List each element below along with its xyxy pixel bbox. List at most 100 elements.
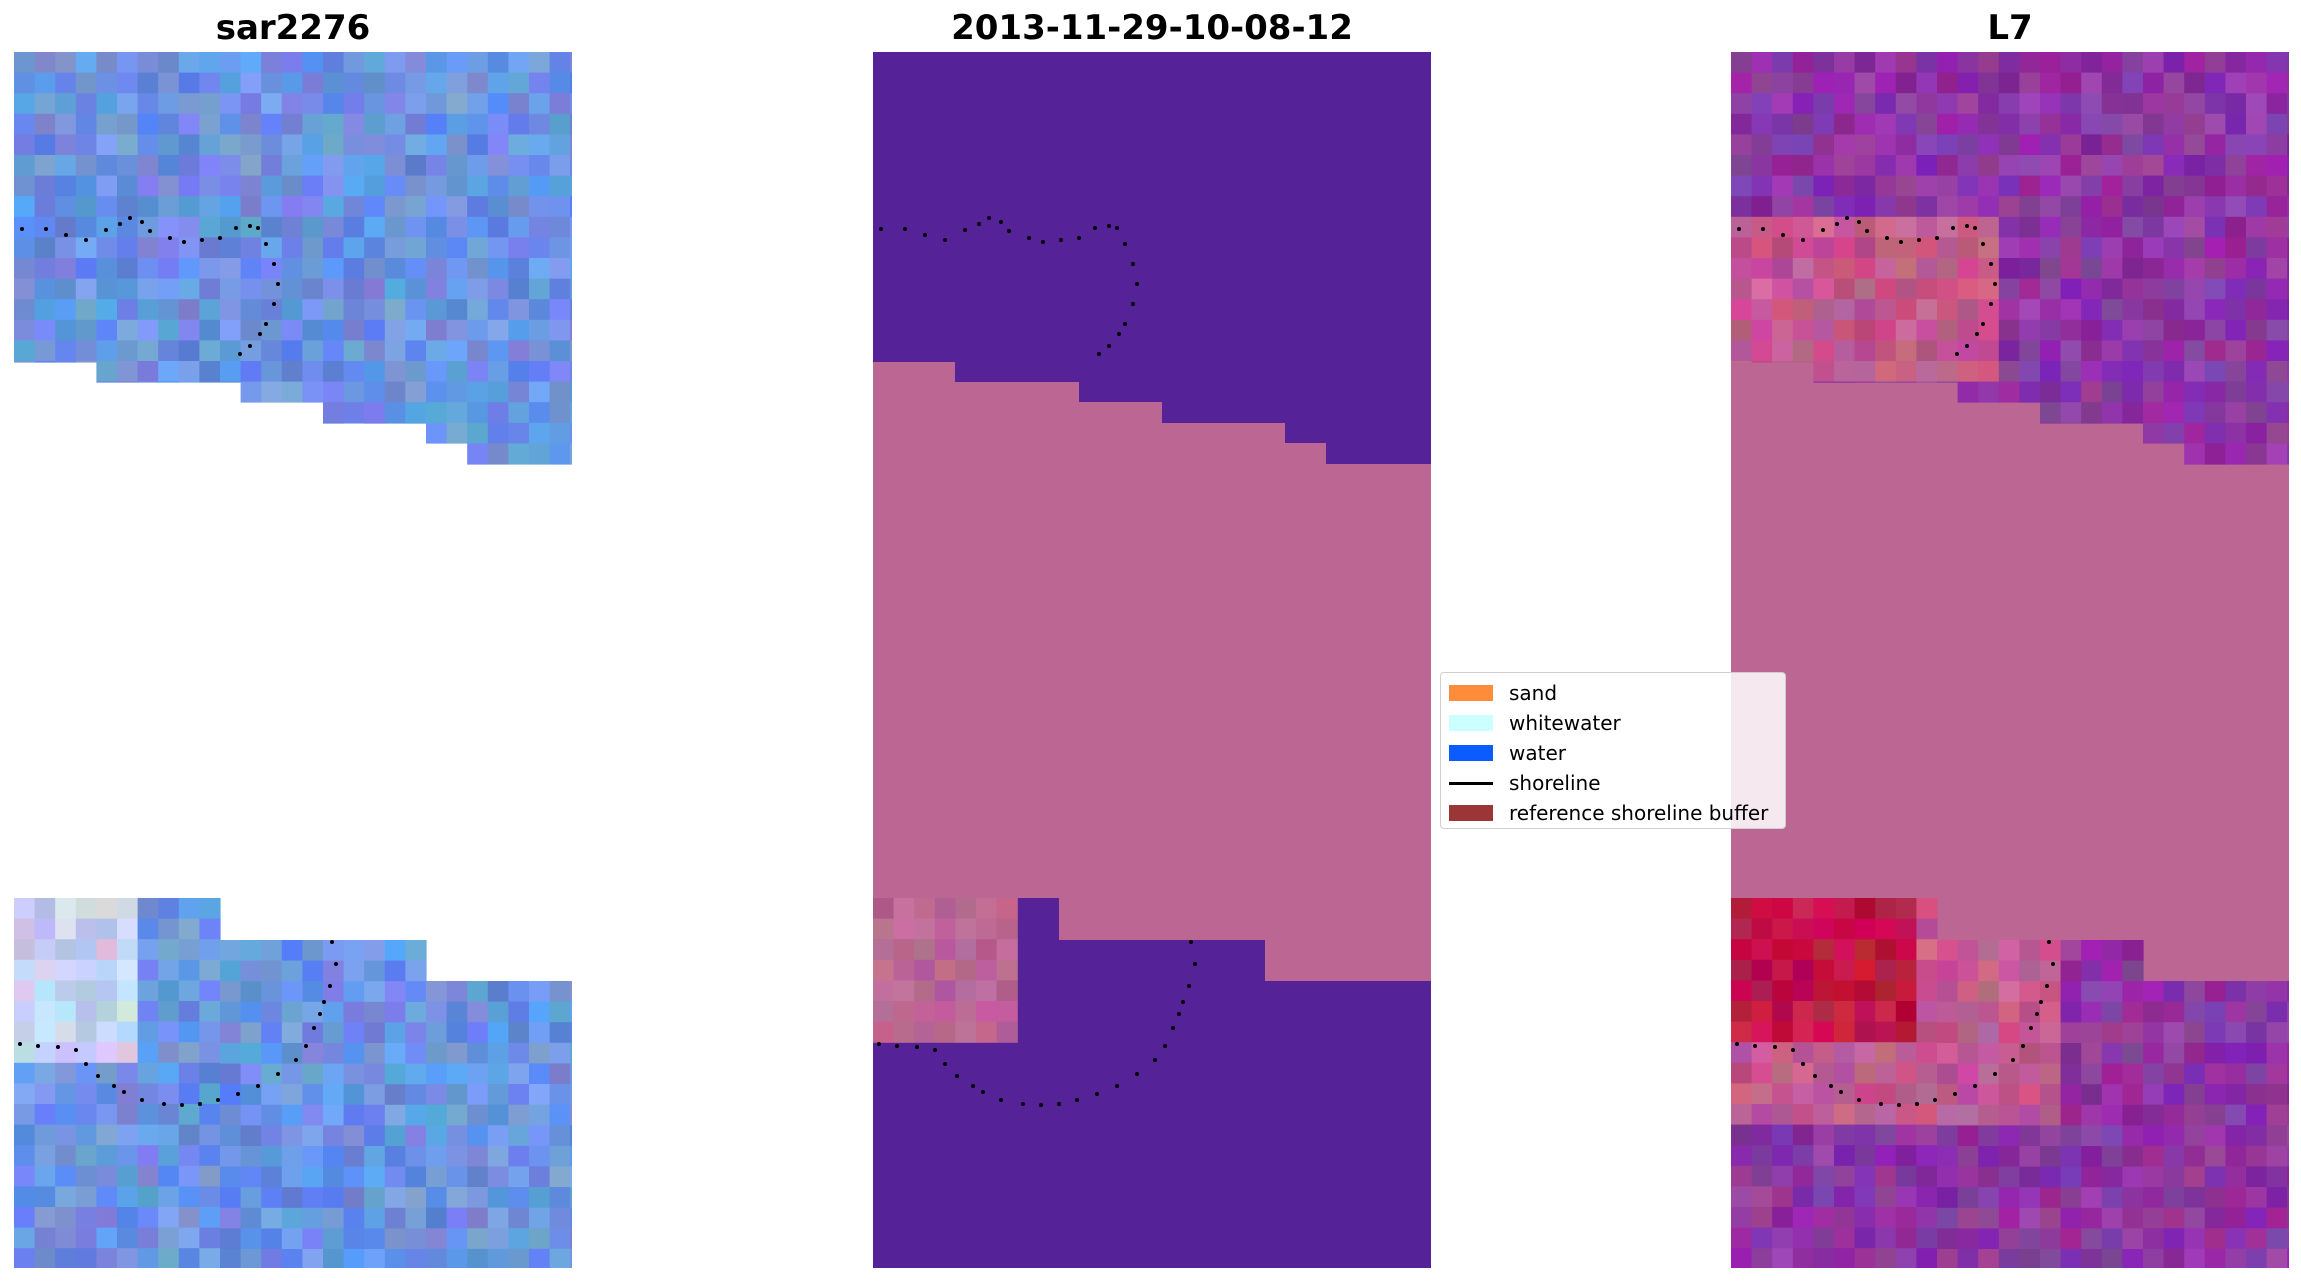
- overlay-pixel: [2204, 93, 2226, 115]
- rgb-pixel: [34, 196, 56, 218]
- rgb-pixel: [529, 155, 551, 177]
- rgb-pixel: [570, 381, 572, 403]
- overlay-pixel: [2060, 381, 2082, 403]
- overlay-pixel: [2060, 1249, 2082, 1268]
- overlay-pixel: [1854, 898, 1876, 920]
- sand-pixel: [955, 980, 977, 1002]
- overlay-pixel: [2040, 72, 2062, 94]
- sand-pixel: [893, 1021, 915, 1043]
- overlay-pixel: [2266, 1248, 2288, 1268]
- overlay-pixel: [2163, 93, 2185, 115]
- rgb-pixel: [405, 134, 427, 156]
- overlay-pixel: [2163, 134, 2185, 156]
- rgb-pixel: [446, 175, 468, 197]
- overlay-pixel: [1978, 361, 2000, 383]
- rgb-pixel: [158, 1083, 180, 1105]
- overlay-pixel: [2204, 1125, 2226, 1147]
- rgb-pixel: [240, 1063, 262, 1085]
- overlay-pixel: [1854, 980, 1876, 1002]
- overlay-pixel: [1834, 237, 1856, 259]
- overlay-pixel: [2040, 175, 2062, 197]
- rgb-pixel: [384, 1001, 406, 1023]
- rgb-pixel: [302, 278, 324, 300]
- rgb-pixel: [508, 52, 530, 74]
- rgb-pixel: [75, 340, 97, 362]
- overlay-pixel: [2143, 319, 2165, 341]
- classified-shoreline-dot: [1115, 226, 1119, 230]
- overlay-pixel: [1916, 319, 1938, 341]
- rgb-pixel: [508, 237, 530, 259]
- rgb-pixel: [487, 278, 509, 300]
- rgb-pixel: [158, 113, 180, 135]
- overlay-pixel: [2246, 113, 2268, 135]
- overlay-pixel: [2143, 216, 2165, 238]
- rgb-pixel: [281, 196, 303, 218]
- overlay-pixel: [2287, 1228, 2289, 1250]
- rgb-pixel: [323, 299, 345, 321]
- overlay-pixel: [2143, 299, 2165, 321]
- overlay-pixel: [1875, 1227, 1897, 1249]
- overlay-pixel: [2163, 361, 2185, 383]
- rgb-pixel: [14, 898, 36, 920]
- rgb-pixel: [240, 237, 262, 259]
- overlay-pixel: [2204, 319, 2226, 341]
- overlay-pixel: [2184, 1022, 2206, 1044]
- overlay-pixel: [1813, 1227, 1835, 1249]
- overlay-pixel: [2225, 216, 2247, 238]
- overlay-pixel: [1895, 216, 1917, 238]
- rgb-pixel: [343, 1104, 365, 1126]
- rgb-pixel: [34, 52, 56, 74]
- overlay-pixel: [1854, 319, 1876, 341]
- overlay-pixel: [1813, 959, 1835, 981]
- overlay-pixel: [2184, 1063, 2206, 1085]
- rgb-pixel: [384, 216, 406, 238]
- rgb-pixel: [178, 155, 200, 177]
- rgb-pixel: [137, 113, 159, 135]
- overlay-pixel: [2081, 196, 2103, 218]
- overlay-pixel: [2122, 1187, 2144, 1209]
- rgb-pixel: [240, 155, 262, 177]
- rgb-pixel: [96, 959, 118, 981]
- overlay-pixel: [1895, 175, 1917, 197]
- rgb-pixel: [178, 939, 200, 961]
- overlay-pixel: [2225, 237, 2247, 259]
- overlay-pixel: [1731, 155, 1753, 177]
- rgb-pixel: [158, 1227, 180, 1249]
- rgb-pixel: [261, 1022, 283, 1044]
- rgb-shoreline-dot: [140, 220, 144, 224]
- classified-shoreline-dot: [1039, 1103, 1043, 1107]
- overlay-pixel: [2225, 196, 2247, 218]
- rgb-pixel: [302, 1084, 324, 1106]
- overlay-pixel: [1751, 1062, 1773, 1084]
- overlay-pixel: [2287, 1022, 2289, 1044]
- rgb-pixel: [137, 1001, 159, 1023]
- rgb-pixel: [261, 1001, 283, 1023]
- rgb-pixel: [199, 1207, 221, 1229]
- overlay-pixel: [2040, 278, 2062, 300]
- overlay-pixel: [2246, 237, 2268, 259]
- rgb-pixel: [220, 340, 242, 362]
- overlay-pixel: [2287, 52, 2289, 74]
- overlay-pixel: [1792, 155, 1814, 177]
- overlay-shoreline-dot: [1829, 1084, 1833, 1088]
- rgb-pixel: [178, 299, 200, 321]
- rgb-pixel: [508, 1187, 530, 1209]
- overlay-pixel: [1854, 258, 1876, 280]
- overlay-pixel: [2081, 1146, 2103, 1168]
- rgb-pixel: [487, 1084, 509, 1106]
- rgb-pixel: [446, 278, 468, 300]
- overlay-pixel: [2184, 1166, 2206, 1188]
- overlay-pixel: [2225, 1042, 2247, 1064]
- overlay-pixel: [1978, 155, 2000, 177]
- rgb-pixel: [405, 381, 427, 403]
- rgb-pixel: [55, 1124, 77, 1146]
- overlay-pixel: [1895, 1248, 1917, 1268]
- rgb-pixel: [220, 155, 242, 177]
- overlay-pixel: [1957, 1228, 1979, 1250]
- rgb-pixel: [55, 134, 77, 156]
- overlay-pixel: [2225, 175, 2247, 197]
- overlay-pixel: [1751, 278, 1773, 300]
- overlay-pixel: [1998, 175, 2020, 197]
- rgb-pixel: [158, 1248, 180, 1268]
- overlay-pixel: [2204, 1104, 2226, 1126]
